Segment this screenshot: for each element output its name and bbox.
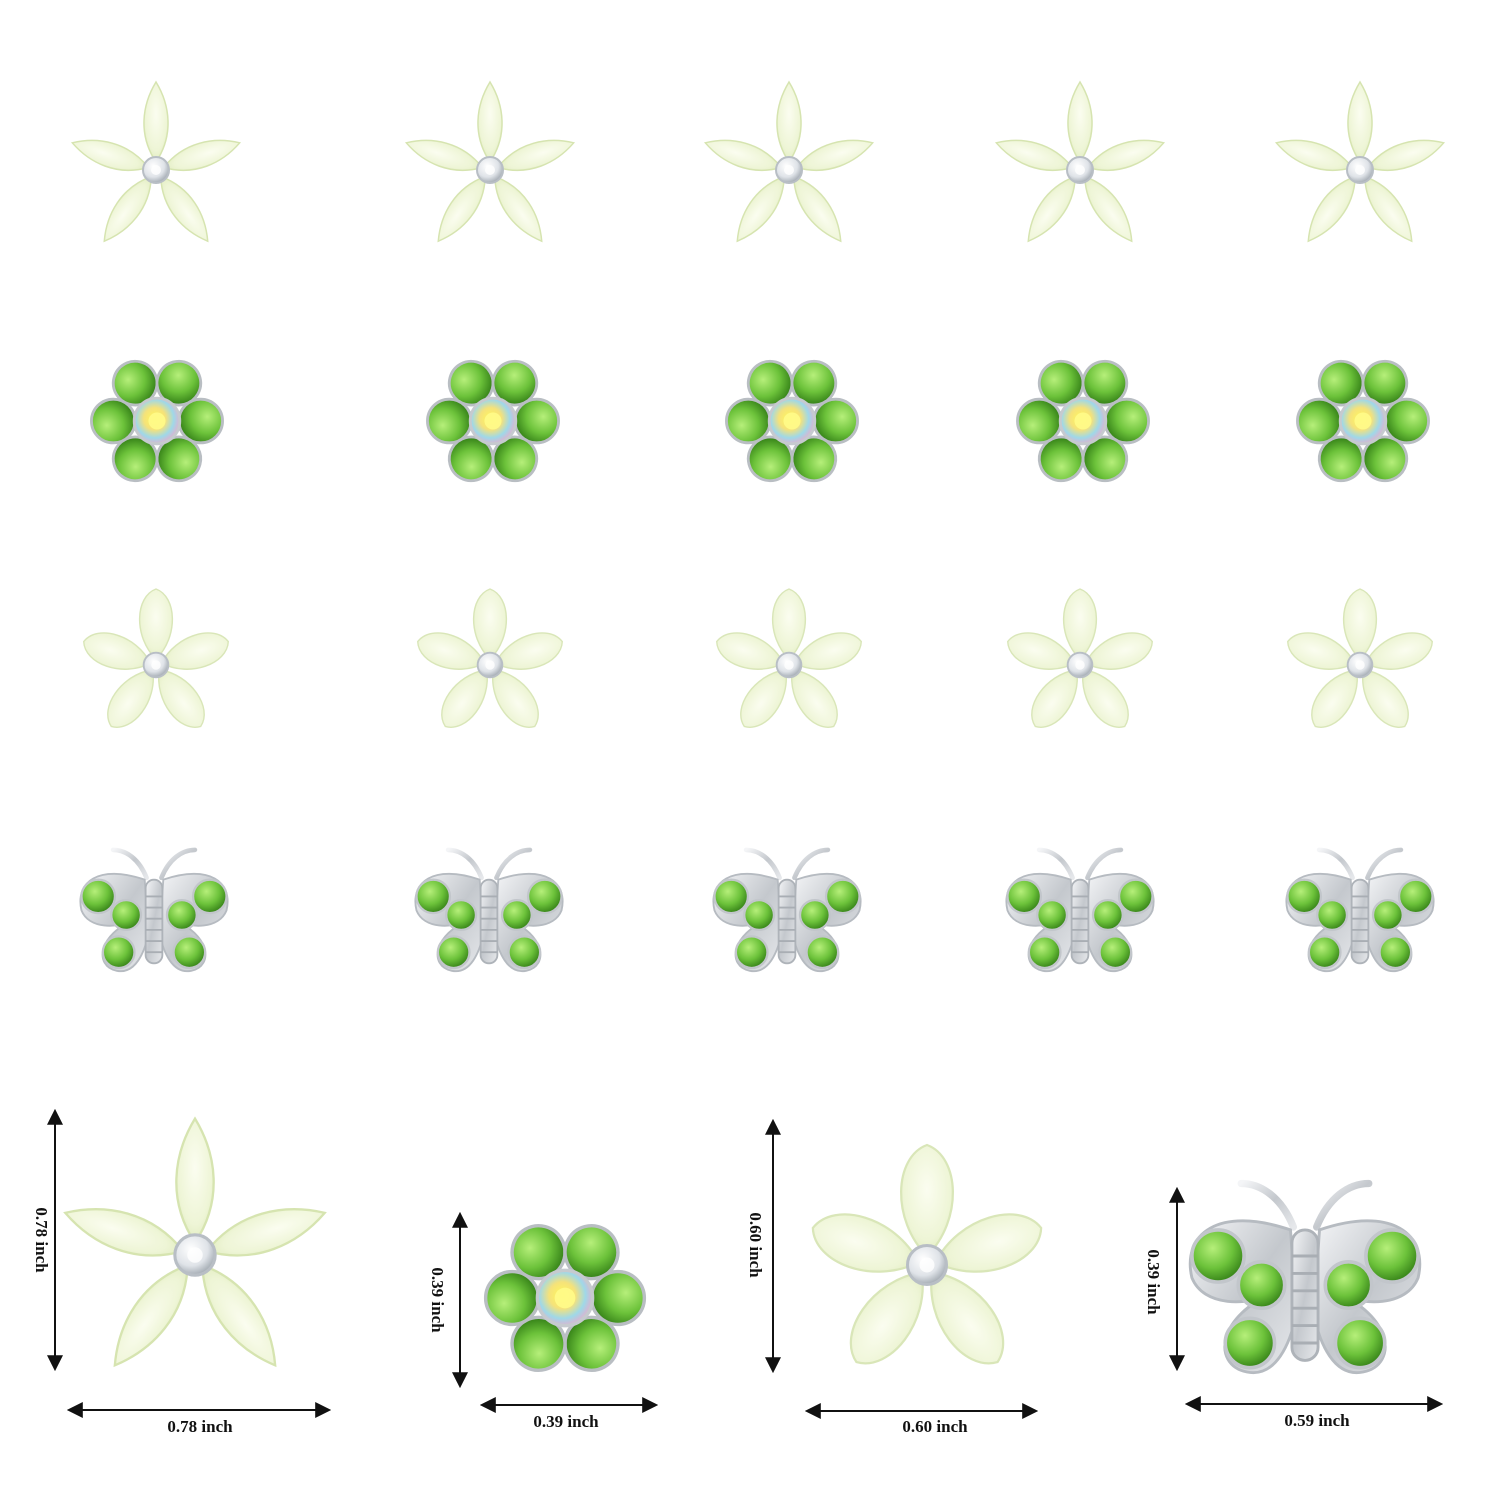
rhinestone-flower-large — [483, 1214, 647, 1382]
butterfly — [1286, 850, 1433, 971]
pointed-flower — [1271, 81, 1449, 250]
width-label: 0.59 inch — [1284, 1411, 1350, 1430]
row-butterflies — [80, 850, 1433, 971]
row-round-flowers — [77, 588, 1439, 738]
butterfly — [80, 850, 227, 971]
rhinestone-flower — [1296, 351, 1430, 491]
pointed-flower — [991, 81, 1169, 250]
size-callout-round-flower: 0.60 inch 0.60 inch — [746, 1118, 1051, 1436]
height-label: 0.60 inch — [746, 1212, 765, 1278]
height-label: 0.78 inch — [32, 1207, 51, 1273]
height-label: 0.39 inch — [428, 1267, 447, 1333]
pointed-flower — [67, 81, 245, 250]
butterfly — [415, 850, 562, 971]
pointed-flower-large — [57, 1117, 333, 1378]
rhinestone-flower — [90, 351, 224, 491]
round-flower — [710, 588, 868, 738]
width-label: 0.39 inch — [533, 1412, 599, 1431]
butterfly — [1006, 850, 1153, 971]
pointed-flower — [700, 81, 878, 250]
butterfly-large — [1190, 1184, 1420, 1373]
row-rhinestone-flowers — [90, 351, 1430, 491]
size-callout-rhinestone-flower: 0.39 inch 0.39 inch — [428, 1211, 659, 1431]
round-flower-large — [803, 1143, 1051, 1379]
rhinestone-flower — [1016, 351, 1150, 491]
rhinestone-flower — [725, 351, 859, 491]
butterfly — [713, 850, 860, 971]
round-flower — [1281, 588, 1439, 738]
size-callout-pointed-flower: 0.78 inch 0.78 inch — [32, 1108, 333, 1436]
round-flower — [1001, 588, 1159, 738]
rhinestone-flower — [426, 351, 560, 491]
size-callout-butterfly: 0.39 inch 0.59 inch — [1144, 1184, 1444, 1430]
row-pointed-flowers — [67, 81, 1449, 250]
round-flower — [411, 588, 569, 738]
height-label: 0.39 inch — [1144, 1249, 1163, 1315]
width-label: 0.60 inch — [902, 1417, 968, 1436]
round-flower — [77, 588, 235, 738]
width-label: 0.78 inch — [167, 1417, 233, 1436]
pointed-flower — [401, 81, 579, 250]
